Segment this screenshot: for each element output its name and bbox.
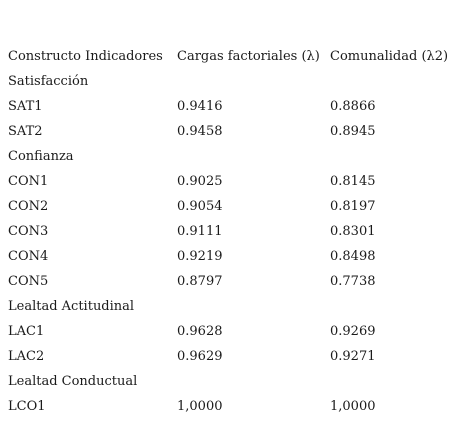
- communality-cell: 0.8145: [330, 174, 376, 189]
- communality-cell: 0.9271: [330, 349, 376, 364]
- table-row: SAT1 0.9416 0.8866: [0, 94, 462, 119]
- loading-cell: 1,0000: [177, 399, 223, 414]
- indicator-cell: LAC1: [8, 324, 45, 339]
- group-name: Confianza: [8, 149, 74, 164]
- group-row-lealtad-conductual: Lealtad Conductual: [0, 369, 462, 394]
- table-row: CON4 0.9219 0.8498: [0, 244, 462, 269]
- indicator-cell: CON1: [8, 174, 49, 189]
- loading-cell: 0.9025: [177, 174, 223, 189]
- indicator-cell: SAT2: [8, 124, 43, 139]
- group-name: Lealtad Actitudinal: [8, 299, 135, 314]
- loading-cell: 0.8797: [177, 274, 223, 289]
- table-row: SAT2 0.9458 0.8945: [0, 119, 462, 144]
- communality-cell: 0.8197: [330, 199, 376, 214]
- indicator-cell: LAC2: [8, 349, 45, 364]
- indicator-cell: CON3: [8, 224, 49, 239]
- communality-cell: 0.8301: [330, 224, 376, 239]
- communality-cell: 0.8866: [330, 99, 376, 114]
- group-name: Lealtad Conductual: [8, 374, 138, 389]
- loading-cell: 0.9458: [177, 124, 223, 139]
- indicator-cell: CON4: [8, 249, 49, 264]
- indicator-cell: CON5: [8, 274, 49, 289]
- header-communality: Comunalidad (λ2): [330, 49, 449, 64]
- table-row: LAC2 0.9629 0.9271: [0, 344, 462, 369]
- header-construct-indicators: Constructo Indicadores: [8, 49, 163, 64]
- loading-cell: 0.9629: [177, 349, 223, 364]
- table-row: CON5 0.8797 0.7738: [0, 269, 462, 294]
- loading-cell: 0.9416: [177, 99, 223, 114]
- indicator-cell: SAT1: [8, 99, 43, 114]
- loading-cell: 0.9054: [177, 199, 223, 214]
- table-header-row: Constructo Indicadores Cargas factoriale…: [0, 44, 462, 69]
- communality-cell: 0.9269: [330, 324, 376, 339]
- table-row: CON1 0.9025 0.8145: [0, 169, 462, 194]
- table-row: LAC1 0.9628 0.9269: [0, 319, 462, 344]
- communality-cell: 0.8498: [330, 249, 376, 264]
- loading-cell: 0.9219: [177, 249, 223, 264]
- group-name: Satisfacción: [8, 74, 89, 89]
- table-row: CON3 0.9111 0.8301: [0, 219, 462, 244]
- group-row-satisfaccion: Satisfacción: [0, 69, 462, 94]
- indicator-cell: CON2: [8, 199, 49, 214]
- table-row: LCO1 1,0000 1,0000: [0, 394, 462, 419]
- group-row-lealtad-actitudinal: Lealtad Actitudinal: [0, 294, 462, 319]
- table-row: CON2 0.9054 0.8197: [0, 194, 462, 219]
- communality-cell: 0.7738: [330, 274, 376, 289]
- loading-cell: 0.9111: [177, 224, 223, 239]
- loading-cell: 0.9628: [177, 324, 223, 339]
- indicator-cell: LCO1: [8, 399, 46, 414]
- communality-cell: 0.8945: [330, 124, 376, 139]
- header-factor-loadings: Cargas factoriales (λ): [177, 49, 320, 64]
- communality-cell: 1,0000: [330, 399, 376, 414]
- group-row-confianza: Confianza: [0, 144, 462, 169]
